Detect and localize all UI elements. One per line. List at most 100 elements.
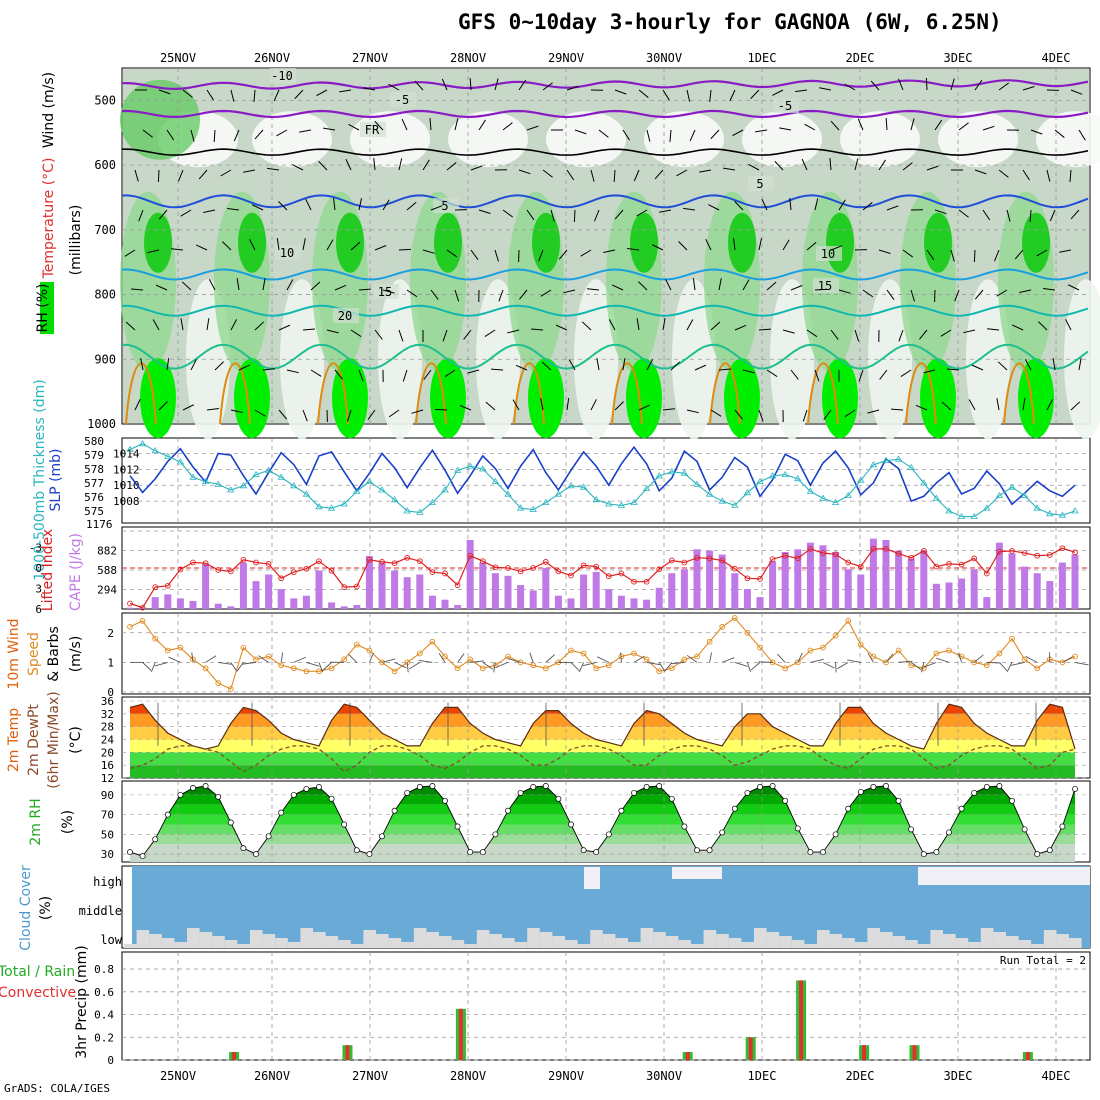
wind-barb — [541, 361, 552, 371]
wind-barb — [686, 89, 691, 102]
minmax-axis-label: (6hr Min/Max) — [46, 691, 62, 788]
wind-barb — [374, 120, 384, 131]
wind-barb — [878, 249, 891, 254]
rh-point — [1072, 785, 1078, 792]
cape-bar — [504, 575, 512, 609]
temp-tick-label: 32 — [101, 708, 114, 721]
wind-barb — [243, 169, 256, 173]
wind-barb — [134, 169, 139, 182]
wind-barb — [382, 199, 390, 211]
low-cloud-gap — [124, 944, 137, 948]
wind-speed-point — [379, 659, 385, 666]
rh-point — [870, 784, 877, 790]
rh-color-band — [130, 844, 1075, 862]
lifted-index-point — [757, 576, 763, 582]
cloud-level-label: low — [100, 933, 122, 947]
wind-barb — [622, 358, 626, 371]
wind-barb — [526, 125, 539, 131]
temp-color-band — [130, 752, 1075, 766]
wind-barb — [233, 129, 240, 142]
surface-wind-barb — [722, 657, 735, 663]
cape-axis-label: CAPE (J/kg) — [68, 533, 84, 611]
wind-barb — [596, 358, 600, 371]
wind-speed-point — [857, 641, 864, 648]
warm-surface-contour — [807, 362, 839, 425]
lifted-index-point — [152, 584, 159, 590]
wind-barb — [267, 167, 280, 171]
wind-barb — [646, 359, 654, 371]
low-cloud-gap — [514, 942, 528, 948]
low-cloud-gap — [602, 934, 616, 948]
lifted-index-point — [404, 554, 411, 561]
low-cloud-gap — [388, 938, 402, 948]
contour-label: 10 — [821, 247, 835, 261]
cape-bar — [945, 582, 953, 609]
wind-speed-point — [794, 659, 801, 666]
high-cloud-gap — [584, 867, 600, 889]
lifted-index-point — [1072, 549, 1078, 556]
lifted-index-point — [857, 563, 864, 570]
wind-barb — [878, 159, 886, 171]
rh-point — [391, 807, 398, 814]
precip-convective-bar — [458, 1008, 463, 1060]
wind-barb — [732, 129, 744, 137]
lifted-index-point — [177, 566, 184, 573]
surface-wind-barb — [750, 662, 761, 671]
surface-wind-barb — [910, 662, 922, 670]
lifted-index-point — [240, 556, 247, 563]
wind-barb — [388, 83, 400, 91]
cape-bar — [126, 607, 134, 609]
wind-barb — [926, 249, 935, 261]
rh-point — [668, 795, 675, 802]
wind-barb — [994, 249, 1000, 262]
cape-bar — [491, 573, 499, 609]
wind-barb — [423, 369, 432, 380]
cape-bar — [958, 578, 966, 609]
wind-barb — [1036, 249, 1048, 257]
surface-wind-barb — [154, 661, 168, 667]
thickness-point — [592, 496, 600, 503]
wind-barb — [1065, 319, 1072, 331]
wind-barb — [766, 281, 777, 291]
thickness-point — [516, 504, 525, 511]
wind-barb — [190, 129, 195, 142]
temp-tick-label: 20 — [101, 746, 114, 759]
wind-barb — [401, 118, 408, 131]
precip-convective-bar — [232, 1052, 237, 1060]
wind-barb — [902, 249, 914, 258]
rh-color-band — [130, 814, 1075, 825]
thickness-point — [819, 494, 827, 501]
wind-speed-point — [391, 668, 398, 675]
cape-bar — [239, 562, 247, 609]
precip-tick-label: 0.8 — [94, 963, 114, 976]
wind-barb — [659, 209, 672, 213]
wind-barb — [249, 239, 256, 251]
wind-speed-point — [681, 656, 688, 663]
thickness-point — [151, 447, 159, 454]
thickness-point — [491, 477, 500, 484]
wind-barb — [1054, 129, 1065, 138]
wind-barb — [180, 209, 192, 217]
wind-barb — [363, 87, 376, 91]
rh-dry-patch — [1036, 111, 1100, 168]
cape-bar — [794, 549, 802, 609]
wind-barb — [789, 198, 792, 211]
wind-barb — [374, 245, 387, 251]
surface-wind-barb — [258, 655, 269, 663]
low-cloud-gap — [741, 942, 754, 948]
wind-barb — [947, 368, 960, 371]
low-cloud-gap — [842, 938, 855, 948]
rh-surface-blob — [626, 358, 662, 439]
wind-barb — [662, 89, 670, 101]
wind-barb — [886, 205, 899, 211]
wind-barb — [638, 89, 649, 98]
lifted-index-point — [593, 563, 600, 570]
low-cloud-gap — [867, 928, 880, 948]
li-tick-label: 3 — [35, 583, 42, 596]
thickness-point — [932, 494, 941, 501]
low-cloud-gap — [703, 930, 717, 948]
wind-barb — [540, 289, 552, 297]
wind-barb — [348, 123, 360, 131]
wind-speed-point — [416, 650, 423, 657]
surface-wind-barb — [438, 653, 446, 663]
